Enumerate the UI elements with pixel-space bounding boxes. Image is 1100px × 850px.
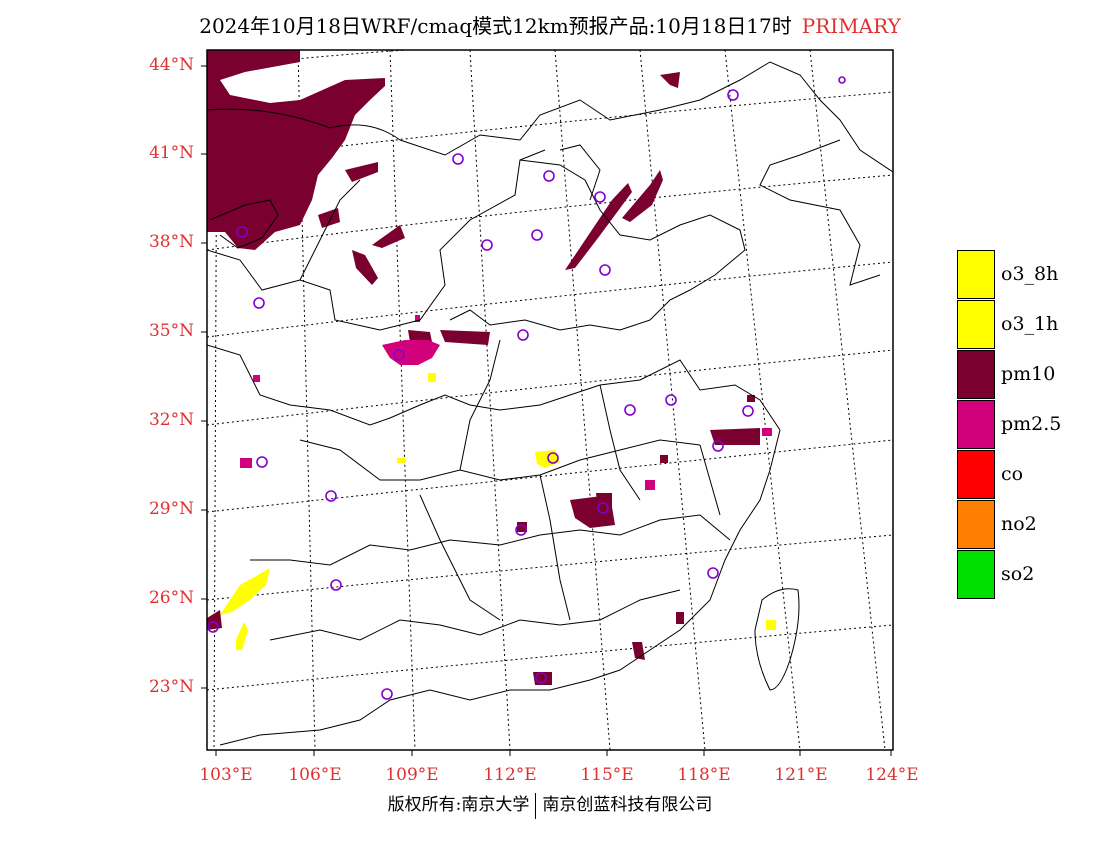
legend-swatch [957,450,995,499]
lon-label-121: 121°E [774,765,828,785]
footer-divider [535,792,537,819]
legend-item-pm10: pm10 [957,350,1097,400]
o3-areas [220,373,776,650]
map-content [207,50,893,750]
legend-item-no2: no2 [957,500,1097,550]
legend-item-so2: so2 [957,550,1097,600]
lon-label-118: 118°E [677,765,731,785]
lon-label-109: 109°E [385,765,439,785]
lon-label-106: 106°E [288,765,342,785]
lat-label-38: 38°N [148,232,194,252]
map-title: 2024年10月18日WRF/cmaq模式12km预报产品:10月18日17时 P… [0,10,1100,39]
lat-label-29: 29°N [148,499,194,519]
legend-label: pm2.5 [1001,413,1062,435]
lat-label-32: 32°N [148,410,194,430]
legend-item-pm25: pm2.5 [957,400,1097,450]
legend-item-co: co [957,450,1097,500]
title-main: 2024年10月18日WRF/cmaq模式12km预报产品:10月18日17时 [199,14,792,38]
graticule [207,50,893,750]
copyright-right: 南京创蓝科技有限公司 [542,795,713,815]
legend-swatch [957,250,995,299]
lat-label-44: 44°N [148,55,194,75]
lat-label-35: 35°N [148,321,194,341]
legend-label: o3_8h [1001,263,1059,285]
pm10-areas [207,50,760,685]
legend-item-o3-8h: o3_8h [957,250,1097,300]
lat-label-41: 41°N [148,143,194,163]
lon-label-112: 112°E [483,765,537,785]
copyright-left: 版权所有:南京大学 [387,795,530,815]
legend-swatch [957,350,995,399]
lat-label-23: 23°N [148,677,194,697]
legend-swatch [957,500,995,549]
legend-label: so2 [1001,563,1035,585]
boundaries [207,61,893,746]
legend-label: pm10 [1001,363,1056,385]
axis-ticks [201,65,892,756]
lon-label-115: 115°E [580,765,634,785]
legend-label: no2 [1001,513,1037,535]
lat-label-26: 26°N [148,588,194,608]
station-markers [207,76,846,700]
legend-swatch [957,550,995,599]
pm25-areas [240,315,772,490]
map-frame [206,49,894,751]
lon-label-103: 103°E [199,765,253,785]
copyright-footer: 版权所有:南京大学 南京创蓝科技有限公司 [0,790,1100,819]
lon-label-124: 124°E [865,765,919,785]
legend-swatch [957,400,995,449]
title-tag: PRIMARY [801,14,901,38]
legend-swatch [957,300,995,349]
legend-item-o3-1h: o3_1h [957,300,1097,350]
legend-label: co [1001,463,1024,485]
legend-label: o3_1h [1001,313,1059,335]
